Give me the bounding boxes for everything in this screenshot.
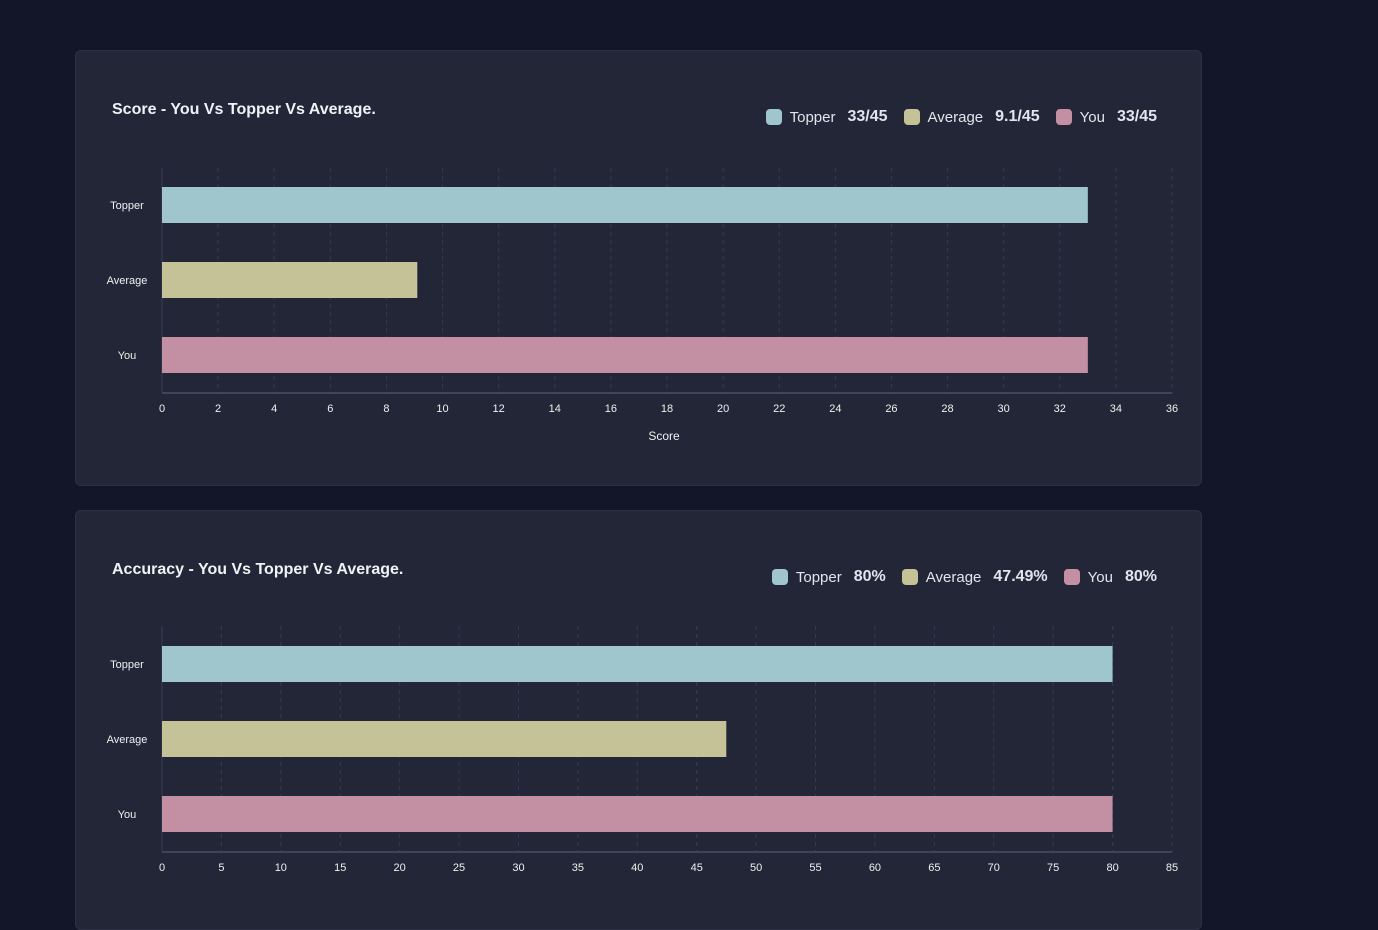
bar-average[interactable] xyxy=(162,721,727,757)
legend-swatch-average xyxy=(901,569,918,585)
y-category-label: You xyxy=(118,809,137,821)
y-category-label: You xyxy=(118,350,137,362)
x-tick-label: 4 xyxy=(271,403,277,415)
x-axis-title: Score xyxy=(648,429,680,443)
x-tick-label: 15 xyxy=(334,862,346,874)
x-tick-label: 28 xyxy=(941,403,953,415)
bar-topper[interactable] xyxy=(162,646,1113,682)
bar-you[interactable] xyxy=(162,337,1088,373)
accuracy-chart-card: Accuracy - You Vs Topper Vs Average. Top… xyxy=(75,510,1202,930)
legend-item-average[interactable]: Average 47.49% xyxy=(901,568,1048,586)
x-tick-label: 30 xyxy=(998,403,1010,415)
chart-legend: Topper 80% Average 47.49% You 80% xyxy=(771,568,1157,586)
x-tick-label: 36 xyxy=(1166,403,1178,415)
legend-value: 33/45 xyxy=(1116,108,1157,125)
y-category-label: Average xyxy=(107,275,148,287)
x-tick-label: 10 xyxy=(275,862,287,874)
x-tick-label: 85 xyxy=(1166,862,1178,874)
x-tick-label: 65 xyxy=(928,862,940,874)
legend-item-you[interactable]: You 80% xyxy=(1063,568,1157,586)
legend-swatch-topper xyxy=(765,109,782,125)
x-tick-label: 80 xyxy=(1106,862,1118,874)
legend-item-average[interactable]: Average 9.1/45 xyxy=(903,108,1040,126)
x-tick-label: 0 xyxy=(159,862,165,874)
x-tick-label: 2 xyxy=(215,403,221,415)
legend-swatch-you xyxy=(1063,569,1080,585)
x-tick-label: 60 xyxy=(869,862,881,874)
x-tick-label: 45 xyxy=(691,862,703,874)
legend-item-topper[interactable]: Topper 33/45 xyxy=(765,108,888,126)
bar-you[interactable] xyxy=(162,796,1113,832)
legend-label: You xyxy=(1079,108,1105,126)
chart-title: Accuracy - You Vs Topper Vs Average. xyxy=(112,561,404,578)
bar-average[interactable] xyxy=(162,262,418,298)
chart-title: Score - You Vs Topper Vs Average. xyxy=(112,101,376,118)
legend-value: 80% xyxy=(1124,568,1157,585)
x-tick-label: 26 xyxy=(885,403,897,415)
x-tick-label: 22 xyxy=(773,403,785,415)
y-category-label: Average xyxy=(107,734,148,746)
score-chart-card: Score - You Vs Topper Vs Average. Topper… xyxy=(75,50,1202,486)
y-category-label: Topper xyxy=(110,659,144,671)
x-tick-label: 34 xyxy=(1110,403,1122,415)
score-bar-chart: 0 2 4 6 8 10 12 14 16 18 20 22 24 26 28 30 32 34 36TopperA… xyxy=(107,168,1178,443)
legend-value: 33/45 xyxy=(847,108,888,125)
x-tick-label: 14 xyxy=(549,403,561,415)
x-tick-label: 50 xyxy=(750,862,762,874)
x-tick-label: 55 xyxy=(809,862,821,874)
x-tick-label: 75 xyxy=(1047,862,1059,874)
legend-label: Topper xyxy=(789,108,836,126)
x-tick-label: 12 xyxy=(493,403,505,415)
x-tick-label: 25 xyxy=(453,862,465,874)
y-category-label: Topper xyxy=(110,200,144,212)
x-tick-label: 10 xyxy=(436,403,448,415)
legend-item-topper[interactable]: Topper 80% xyxy=(771,568,886,586)
x-tick-label: 5 xyxy=(218,862,224,874)
x-tick-label: 32 xyxy=(1054,403,1066,415)
x-tick-label: 70 xyxy=(988,862,1000,874)
x-tick-label: 18 xyxy=(661,403,673,415)
x-tick-label: 6 xyxy=(327,403,333,415)
chart-legend: Topper 33/45 Average 9.1/45 You 33/45 xyxy=(765,108,1157,126)
legend-value: 47.49% xyxy=(993,568,1048,585)
x-tick-label: 30 xyxy=(512,862,524,874)
legend-label: Average xyxy=(927,108,984,126)
legend-item-you[interactable]: You 33/45 xyxy=(1055,108,1157,126)
legend-label: You xyxy=(1087,568,1113,586)
legend-label: Topper xyxy=(795,568,842,586)
legend-value: 80% xyxy=(853,568,886,585)
x-tick-label: 35 xyxy=(572,862,584,874)
legend-swatch-topper xyxy=(771,569,788,585)
legend-value: 9.1/45 xyxy=(995,108,1040,125)
bar-topper[interactable] xyxy=(162,187,1088,223)
x-tick-label: 20 xyxy=(394,862,406,874)
x-tick-label: 20 xyxy=(717,403,729,415)
x-tick-label: 0 xyxy=(159,403,165,415)
legend-swatch-you xyxy=(1055,109,1072,125)
x-tick-label: 24 xyxy=(829,403,841,415)
x-tick-label: 8 xyxy=(383,403,389,415)
accuracy-bar-chart: 0 5 10 15 20 25 30 35 40 45 50 55 60 65 70 75 80 85 Topper… xyxy=(107,626,1178,874)
x-tick-label: 16 xyxy=(605,403,617,415)
x-tick-label: 40 xyxy=(631,862,643,874)
legend-label: Average xyxy=(925,568,982,586)
legend-swatch-average xyxy=(903,109,920,125)
